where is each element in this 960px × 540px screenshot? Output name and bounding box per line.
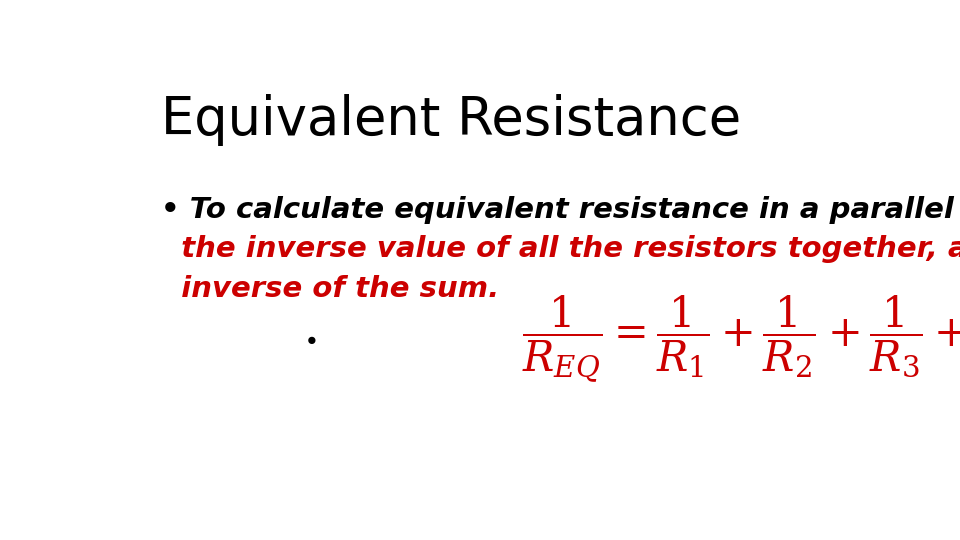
Text: • To calculate equivalent resistance in a parallel circuit,: • To calculate equivalent resistance in … xyxy=(161,196,960,224)
Text: Equivalent Resistance: Equivalent Resistance xyxy=(161,94,741,146)
Text: $\bullet$: $\bullet$ xyxy=(303,327,317,351)
Text: the inverse value of all the resistors together, and take the: the inverse value of all the resistors t… xyxy=(161,235,960,264)
Text: inverse of the sum.: inverse of the sum. xyxy=(161,275,499,303)
Text: $\dfrac{1}{R_{EQ}} = \dfrac{1}{R_1} + \dfrac{1}{R_2} + \dfrac{1}{R_3} + \cdots$: $\dfrac{1}{R_{EQ}} = \dfrac{1}{R_1} + \d… xyxy=(522,294,960,385)
